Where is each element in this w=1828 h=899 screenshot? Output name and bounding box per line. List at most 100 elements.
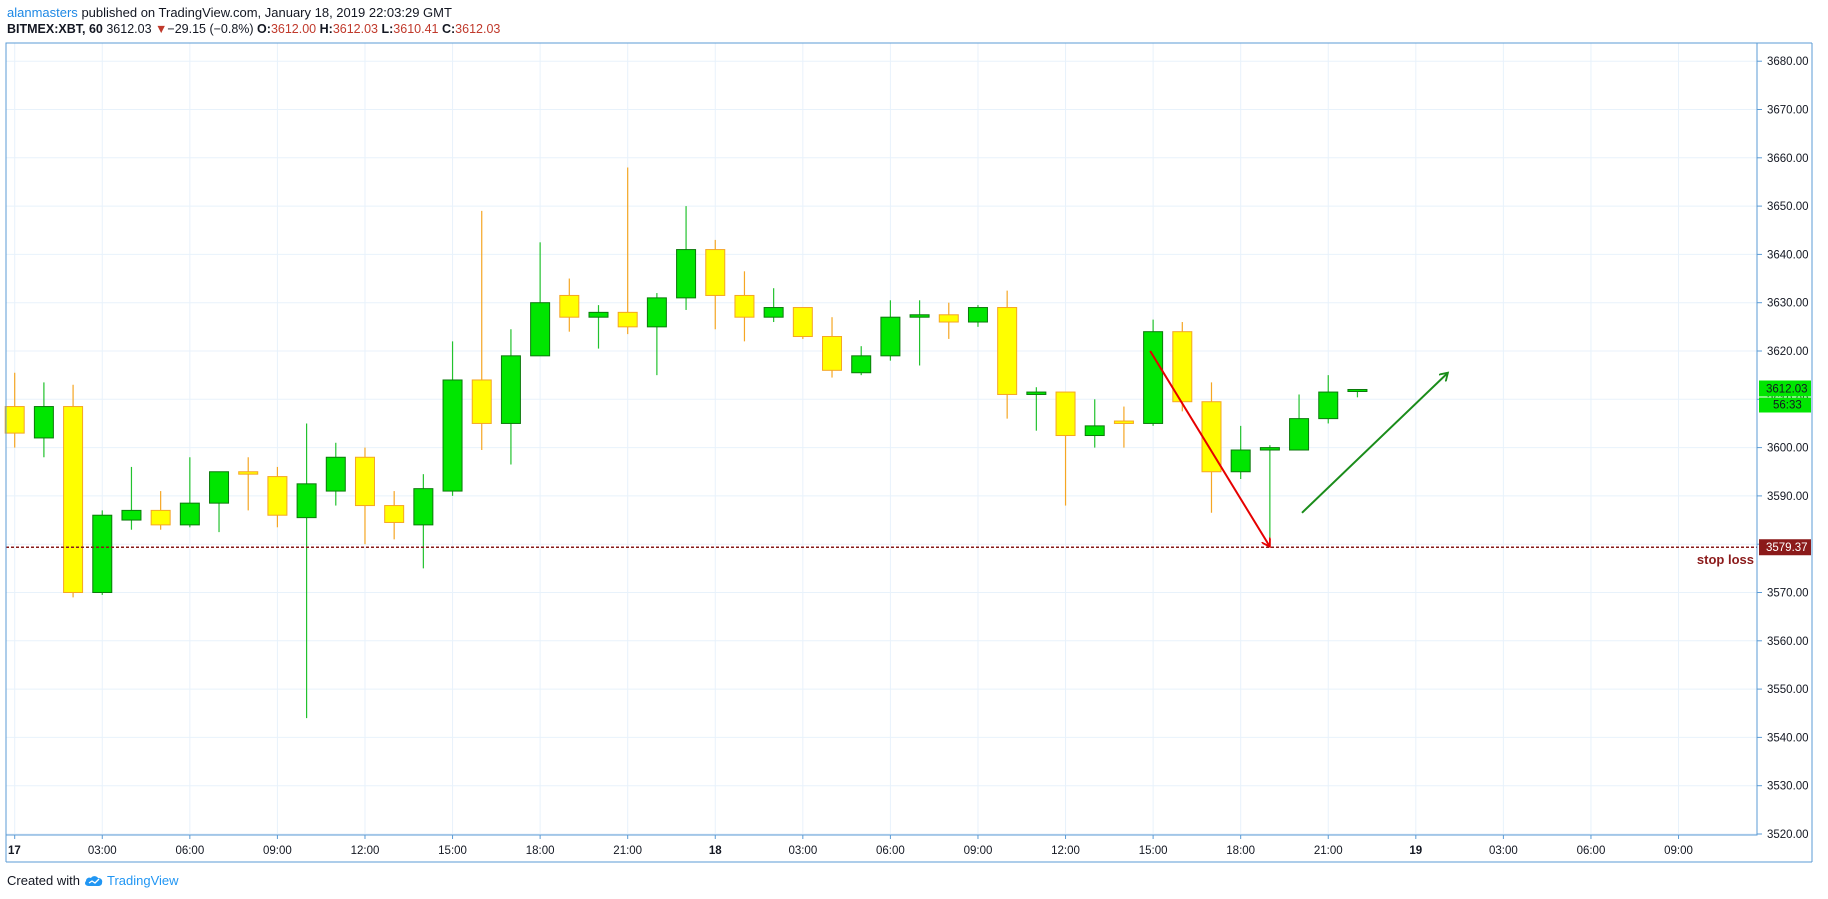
- candle-up: [646, 297, 667, 328]
- candle-up: [92, 514, 113, 593]
- candle-up: [763, 307, 784, 318]
- candle-up: [880, 316, 901, 357]
- candle-down: [471, 379, 492, 424]
- overlays: stop loss: [6, 350, 1757, 567]
- price-axis[interactable]: 3520.00 3530.00 3540.00 3550.00 3560.00 3570.…: [1757, 56, 1811, 841]
- y-tick-label: 3630.00: [1767, 298, 1809, 310]
- symbol-label[interactable]: BITMEX:XBT, 60: [7, 22, 103, 36]
- candle-up: [967, 307, 988, 323]
- candle-down: [267, 476, 288, 516]
- x-tick-label: 12:00: [351, 845, 380, 857]
- candle-down: [384, 505, 405, 523]
- candle-up: [1230, 449, 1251, 473]
- y-tick-label: 3600.00: [1767, 443, 1809, 455]
- x-tick-label: 03:00: [788, 845, 817, 857]
- high-value: 3612.03: [332, 22, 378, 36]
- candle-down: [354, 456, 375, 507]
- y-tick-label: 3520.00: [1767, 829, 1809, 841]
- close-label: C:: [441, 22, 456, 36]
- x-tick-label: 18: [709, 845, 722, 857]
- change-value: −29.15 (−0.8%): [167, 22, 254, 36]
- footer: Created with TradingView: [7, 873, 179, 889]
- candle-up: [676, 249, 697, 299]
- chart-frame: [5, 42, 1813, 863]
- candle-up: [530, 302, 551, 357]
- open-label: O:: [257, 22, 271, 36]
- candle-timer-badge: [1759, 397, 1811, 413]
- candle-up: [1084, 425, 1105, 437]
- y-tick-label: 3660.00: [1767, 153, 1809, 165]
- y-tick-label: 3550.00: [1767, 684, 1809, 696]
- low-value: 3610.41: [393, 22, 439, 36]
- candle-down: [238, 471, 259, 475]
- candle-up: [296, 483, 317, 519]
- candle-down: [734, 294, 755, 318]
- candle-up: [413, 488, 434, 526]
- x-tick-label: 18:00: [1226, 845, 1255, 857]
- candlestick-chart[interactable]: stop loss 3520.003530.003540.003550.0035…: [0, 0, 1828, 870]
- stop-loss-badge: [1759, 539, 1811, 556]
- candle-up: [1318, 391, 1339, 420]
- candle-up: [442, 379, 463, 492]
- candle-down: [822, 336, 843, 371]
- plot-border: [5, 42, 1758, 836]
- last-price-value: 3612.03: [106, 22, 152, 36]
- x-tick-label: 03:00: [1489, 845, 1518, 857]
- x-tick-label: 06:00: [876, 845, 905, 857]
- candle-up: [1289, 418, 1310, 451]
- x-tick-label: 17: [8, 845, 21, 857]
- publish-info: alanmasters published on TradingView.com…: [7, 5, 452, 21]
- candle-down: [4, 406, 25, 434]
- candle-down: [1055, 391, 1076, 437]
- last-price-label: 3612.03: [1766, 383, 1808, 395]
- candle-up: [909, 314, 930, 318]
- tradingview-cloud-icon: [84, 876, 103, 886]
- x-tick-label: 21:00: [1314, 845, 1343, 857]
- candle-down: [150, 509, 171, 526]
- x-tick-label: 06:00: [175, 845, 204, 857]
- x-tick-label: 19: [1409, 845, 1422, 857]
- y-tick-label: 3680.00: [1767, 56, 1809, 68]
- candle-up: [179, 502, 200, 526]
- tradingview-link[interactable]: TradingView: [84, 873, 179, 889]
- y-tick-label: 3640.00: [1767, 249, 1809, 261]
- candle-down: [705, 249, 726, 296]
- down-triangle-icon: ▼: [155, 22, 168, 36]
- candle-up: [1026, 391, 1047, 395]
- candle-down: [617, 311, 638, 328]
- candle-up: [209, 471, 230, 504]
- grid-lines: [6, 43, 1757, 835]
- ohlc-legend: BITMEX:XBT, 60 3612.03 ▼−29.15 (−0.8%) O…: [7, 22, 500, 37]
- high-label: H:: [319, 22, 333, 36]
- y-tick-label: 3670.00: [1767, 105, 1809, 117]
- candle-down: [63, 406, 84, 594]
- candle-down: [938, 314, 959, 323]
- x-tick-label: 15:00: [438, 845, 467, 857]
- candle-up: [121, 509, 142, 521]
- candle-up: [1259, 447, 1280, 451]
- time-axis[interactable]: 17 03:00 06:00 09:00 12:00 15:00 18:00 21:00 18 0…: [8, 835, 1693, 857]
- x-tick-label: 12:00: [1051, 845, 1080, 857]
- x-tick-label: 06:00: [1577, 845, 1606, 857]
- red-down-arrow: [1149, 350, 1270, 547]
- candle-up: [325, 456, 346, 492]
- candle-down: [1113, 420, 1134, 424]
- candle-up: [1347, 388, 1368, 392]
- y-tick-label: 3560.00: [1767, 636, 1809, 648]
- low-label: L:: [381, 22, 394, 36]
- y-tick-label: 3570.00: [1767, 588, 1809, 600]
- y-tick-label: 3620.00: [1767, 346, 1809, 358]
- candle-down: [559, 294, 580, 318]
- candle-up: [588, 311, 609, 318]
- author-link[interactable]: alanmasters: [7, 5, 78, 20]
- x-tick-label: 18:00: [526, 845, 555, 857]
- x-tick-label: 03:00: [88, 845, 117, 857]
- candle-up: [851, 355, 872, 374]
- y-tick-label: 3540.00: [1767, 732, 1809, 744]
- candle-timer-label: 56:33: [1773, 399, 1802, 411]
- y-tick-label: 3530.00: [1767, 781, 1809, 793]
- candles: [4, 167, 1368, 719]
- created-with-text: Created with: [7, 873, 80, 888]
- candle-up: [33, 406, 54, 439]
- x-tick-label: 09:00: [263, 845, 292, 857]
